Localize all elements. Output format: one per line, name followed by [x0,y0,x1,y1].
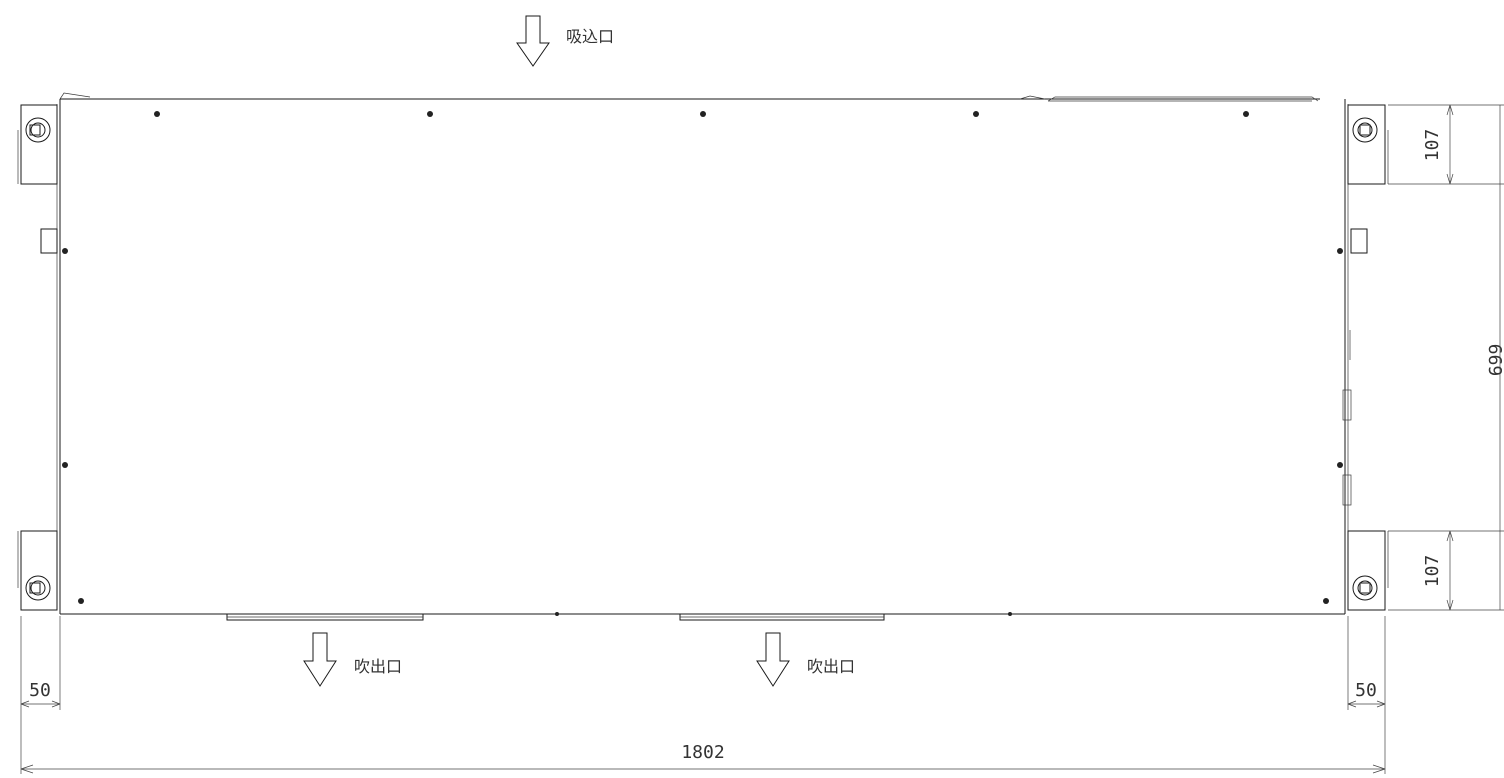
dim-margin-right-label: 50 [1355,680,1377,701]
screw [1008,612,1012,616]
dim-overall-width-label: 1802 [681,742,724,763]
dim-margin-left-label: 50 [29,680,51,701]
screw [700,111,706,117]
dim-overall-width [20,616,1386,774]
screw [1337,462,1343,468]
dim-bracket-bottom-label: 107 [1422,555,1443,588]
intake-label: 吸込口 [566,27,614,46]
outlet-label-right: 吹出口 [807,657,855,676]
screw [555,612,559,616]
dim-bracket-bottom [1388,530,1504,611]
dim-margin-left [20,616,61,710]
bracket-top-left [17,104,58,185]
dim-overall-height-label: 669 [1484,344,1504,377]
screw [78,598,84,604]
bracket-bottom-right [1347,530,1389,611]
right-side-tab [1350,228,1368,254]
screw [62,248,68,254]
outlet-label-left: 吹出口 [354,657,402,676]
screws [62,111,1343,616]
dim-bracket-top-label: 107 [1422,129,1443,162]
outlet-grille-left [226,613,424,621]
unit-body [56,92,1352,615]
bracket-top-right [1347,104,1389,185]
outlet-arrow-left [303,632,337,687]
screw [1323,598,1329,604]
screw [1243,111,1249,117]
outlet-arrow-right [756,632,790,687]
dim-bracket-top [1388,104,1504,185]
left-side-tab [40,228,58,254]
intake-arrow [516,15,550,67]
dim-margin-right [1347,616,1386,710]
bracket-bottom-left [17,530,58,611]
screw [154,111,160,117]
screw [973,111,979,117]
outlet-grille-right [679,613,885,621]
screw [1337,248,1343,254]
screw [427,111,433,117]
screw [62,462,68,468]
